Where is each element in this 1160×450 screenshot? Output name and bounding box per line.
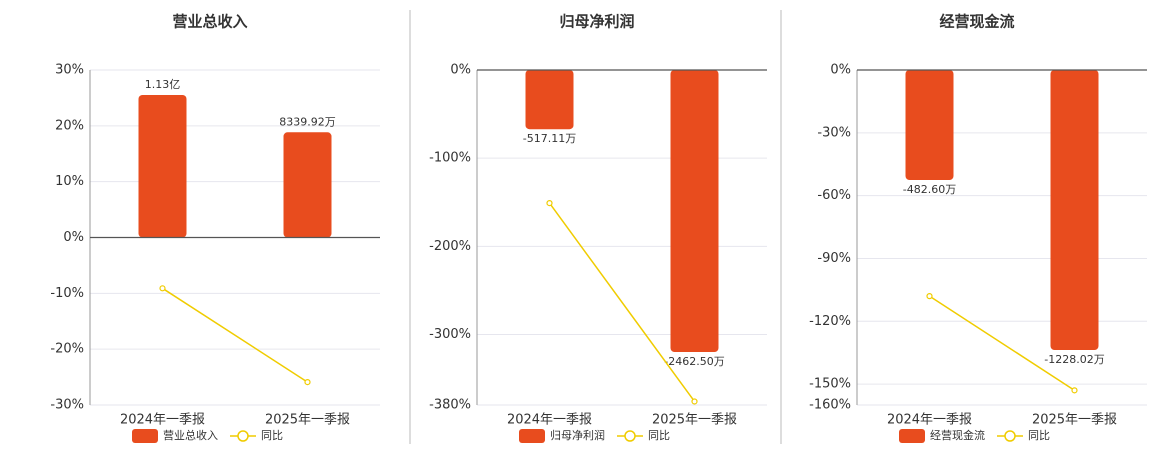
bar (525, 70, 574, 130)
line (929, 295, 1075, 391)
bar (1050, 70, 1099, 351)
y-tick-label: -380% (429, 398, 471, 413)
value-label: -2462.50万 (664, 355, 724, 368)
x-tick-label: 2024年一季报 (887, 413, 972, 428)
legend-label: 同比 (1028, 429, 1050, 442)
y-tick-label: 10% (55, 174, 84, 189)
point (691, 398, 698, 405)
y-tick-label: 0% (830, 63, 851, 78)
value-label: -1228.02万 (1044, 353, 1104, 366)
chart-title: 归母净利润 (559, 13, 634, 31)
chart-title: 经营现金流 (939, 13, 1014, 31)
y-tick-label: -200% (429, 239, 471, 254)
legend-label: 同比 (648, 429, 670, 442)
line (548, 202, 696, 402)
y-tick-label: -30% (817, 125, 851, 140)
chart-title: 营业总收入 (172, 13, 247, 31)
point (546, 200, 553, 207)
legend-swatch (899, 429, 925, 443)
y-tick-label: -60% (817, 188, 851, 203)
y-tick-label: 0% (63, 230, 84, 245)
y-tick-label: -300% (429, 327, 471, 342)
value-label: -482.60万 (903, 183, 956, 196)
legend-label: 同比 (261, 429, 283, 442)
y-tick-label: -100% (429, 151, 471, 166)
x-tick-label: 2024年一季报 (120, 413, 205, 428)
y-tick-label: -20% (50, 342, 84, 357)
value-label: 1.13亿 (145, 78, 181, 91)
legend-label: 归母净利润 (550, 428, 605, 442)
x-tick-label: 2024年一季报 (507, 413, 592, 428)
bar (905, 70, 954, 181)
legend-label: 营业总收入 (163, 428, 218, 442)
x-tick-label: 2025年一季报 (652, 413, 737, 428)
y-tick-label: -30% (50, 398, 84, 413)
y-tick-label: -120% (809, 314, 851, 329)
y-tick-label: -10% (50, 286, 84, 301)
legend-swatch (519, 429, 545, 443)
y-tick-label: -160% (809, 398, 851, 413)
value-label: -517.11万 (523, 132, 576, 145)
legend-swatch (132, 429, 158, 443)
x-tick-label: 2025年一季报 (265, 413, 350, 428)
legend-marker (237, 430, 249, 442)
line (162, 287, 308, 383)
point (926, 293, 933, 300)
bar (283, 132, 332, 238)
y-tick-label: 0% (450, 63, 471, 78)
legend-marker (1004, 430, 1016, 442)
point (1071, 387, 1078, 394)
point (304, 379, 311, 386)
y-tick-label: 30% (55, 63, 84, 78)
legend-label: 经营现金流 (930, 428, 985, 442)
y-tick-label: -150% (809, 377, 851, 392)
legend-marker (624, 430, 636, 442)
value-label: 8339.92万 (279, 115, 336, 128)
y-tick-label: -90% (817, 251, 851, 266)
point (159, 285, 166, 292)
x-tick-label: 2025年一季报 (1032, 413, 1117, 428)
bar (138, 94, 187, 238)
bar (670, 70, 719, 353)
y-tick-label: 20% (55, 118, 84, 133)
